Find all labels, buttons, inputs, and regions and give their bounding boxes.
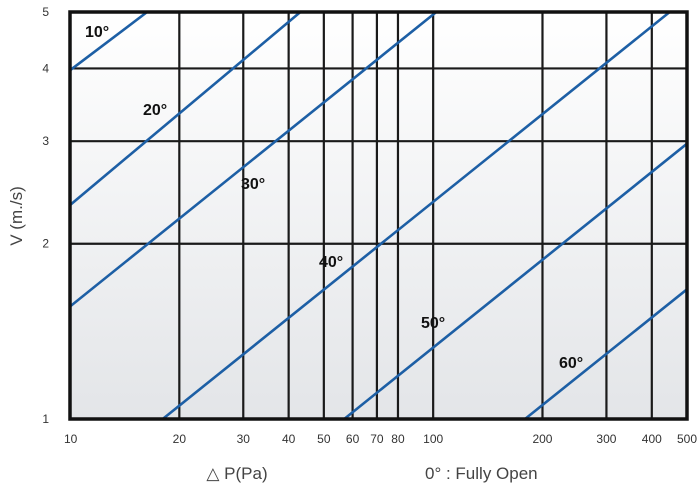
y-tick-label: 5	[42, 5, 49, 19]
series-line-1	[70, 12, 148, 72]
series-label-5: 50°	[421, 315, 445, 332]
series-line-4	[161, 12, 671, 419]
x-tick-label: 50	[317, 432, 331, 446]
series-label-4: 40°	[319, 254, 343, 271]
x-axis-ticks: 10 20 30 40 50 60 70 80 100 200 300 400 500	[64, 432, 697, 446]
series-label-2: 20°	[143, 102, 167, 119]
x-tick-label: 20	[173, 432, 187, 446]
y-axis-label: V (m./s)	[7, 186, 26, 246]
x-tick-label: 300	[596, 432, 616, 446]
x-tick-label: 100	[423, 432, 443, 446]
series-label-1: 10°	[85, 24, 109, 41]
series-labels: 10° 20° 30° 40° 50° 60°	[85, 24, 583, 372]
fully-open-note: 0° : Fully Open	[425, 464, 538, 483]
x-tick-label: 500	[677, 432, 697, 446]
x-tick-label: 200	[532, 432, 552, 446]
plot-frame	[68, 10, 689, 421]
x-tick-label: 30	[237, 432, 251, 446]
x-tick-label: 80	[391, 432, 405, 446]
y-axis-ticks: 1 2 3 4 5	[42, 5, 49, 426]
series-line-6	[524, 288, 687, 419]
x-tick-label: 70	[370, 432, 384, 446]
y-tick-label: 3	[42, 134, 49, 148]
series-label-3: 30°	[241, 176, 265, 193]
series-line-3	[70, 12, 438, 308]
series-line-5	[343, 142, 687, 419]
x-tick-label: 60	[346, 432, 360, 446]
x-tick-label: 400	[642, 432, 662, 446]
y-tick-label: 2	[42, 237, 49, 251]
y-tick-label: 4	[42, 61, 49, 75]
series-line-2	[70, 12, 302, 207]
x-axis-label: △ P(Pa)	[206, 464, 267, 483]
y-tick-label: 1	[42, 412, 49, 426]
series-label-6: 60°	[559, 355, 583, 372]
x-tick-label: 10	[64, 432, 78, 446]
x-tick-label: 40	[282, 432, 296, 446]
series-lines	[70, 12, 687, 419]
